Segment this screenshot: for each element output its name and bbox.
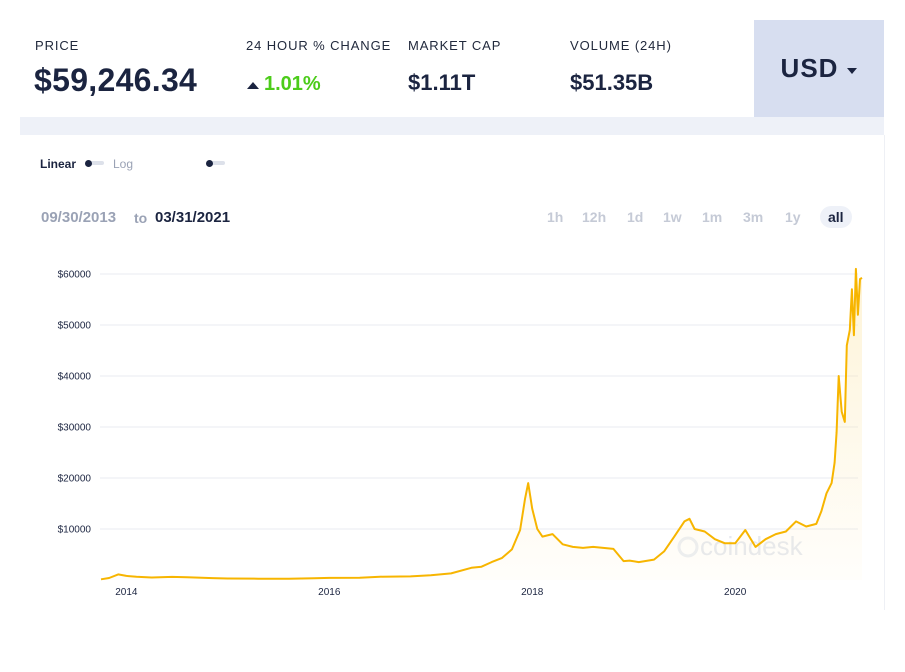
chart-panel xyxy=(20,135,885,610)
price-value: $59,246.34 xyxy=(34,62,198,98)
range-button-1d[interactable]: 1d xyxy=(627,209,644,225)
volume-label: VOLUME (24H) xyxy=(570,38,672,53)
price-label: PRICE xyxy=(35,38,80,53)
range-button-all[interactable]: all xyxy=(820,206,852,228)
log-label: Log xyxy=(113,157,134,171)
x-tick-label: 2018 xyxy=(521,587,544,598)
range-button-3m[interactable]: 3m xyxy=(743,209,764,225)
y-tick-label: $50000 xyxy=(58,321,92,332)
currency-label: USD xyxy=(780,53,839,83)
x-tick-label: 2014 xyxy=(115,587,138,598)
y-axis-labels: $10000 $20000 $30000 $40000 $50000 $60000 xyxy=(58,270,92,536)
range-button-1y[interactable]: 1y xyxy=(785,209,801,225)
chevron-down-icon xyxy=(847,67,858,74)
toggle-knob xyxy=(206,159,213,167)
x-axis-labels: 2014 2016 2018 2020 xyxy=(115,587,746,598)
price-line xyxy=(100,267,863,581)
date-from[interactable]: 09/30/2013 xyxy=(41,209,117,226)
grid-lines xyxy=(100,273,858,530)
date-to-word: to xyxy=(134,210,148,226)
toggle-knob xyxy=(85,159,92,167)
change-value: 1.01% xyxy=(264,73,321,95)
change-label: 24 HOUR % CHANGE xyxy=(246,38,392,53)
market-cap-value: $1.11T xyxy=(408,70,476,95)
date-to[interactable]: 03/31/2021 xyxy=(155,209,231,226)
y-tick-label: $30000 xyxy=(58,423,92,434)
y-tick-label: $10000 xyxy=(58,525,92,536)
range-button-12h[interactable]: 12h xyxy=(582,209,607,225)
log-toggle[interactable] xyxy=(206,159,225,167)
linear-toggle[interactable] xyxy=(85,159,104,167)
y-tick-label: $20000 xyxy=(58,474,92,485)
range-button-1h[interactable]: 1h xyxy=(547,209,564,225)
range-button-1w[interactable]: 1w xyxy=(663,209,682,225)
y-tick-label: $60000 xyxy=(58,270,92,281)
price-area xyxy=(101,268,862,580)
range-button-1m[interactable]: 1m xyxy=(702,209,723,225)
x-tick-label: 2020 xyxy=(724,587,747,598)
currency-selector[interactable]: USD xyxy=(754,20,884,117)
y-tick-label: $40000 xyxy=(58,372,92,383)
market-cap-label: MARKET CAP xyxy=(408,38,502,53)
linear-label: Linear xyxy=(40,157,77,171)
up-arrow-icon xyxy=(247,82,259,89)
section-divider xyxy=(20,117,884,135)
x-tick-label: 2016 xyxy=(318,587,341,598)
volume-value: $51.35B xyxy=(570,70,654,95)
